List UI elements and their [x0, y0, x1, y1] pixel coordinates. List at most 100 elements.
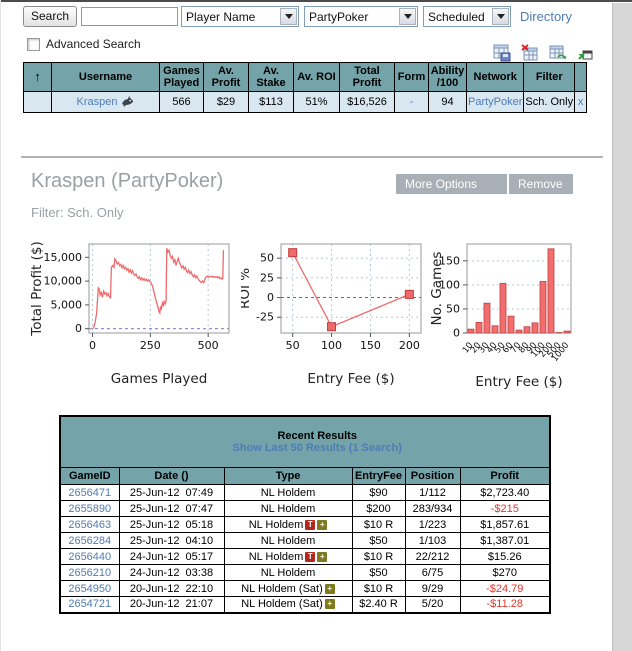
- gameid-cell: 2656440: [59, 548, 120, 565]
- svg-text:0: 0: [453, 327, 460, 340]
- recent-result-row: 2654950 20-Jun-12 22:10 NL Holdem (Sat) +…: [59, 580, 551, 597]
- more-options-button[interactable]: More Options: [396, 174, 507, 194]
- recent-result-row: 2656210 24-Jun-12 03:38 NL Holdem $50 6/…: [59, 564, 551, 581]
- network-cell: PartyPoker: [465, 91, 525, 113]
- top-border: [1, 0, 632, 2]
- search-button[interactable]: Search: [23, 6, 77, 27]
- gameid-link[interactable]: 2656210: [68, 566, 112, 579]
- av-stake-value: $113: [248, 91, 294, 113]
- save-table-icon[interactable]: [493, 44, 511, 62]
- col-form[interactable]: Form: [394, 62, 429, 92]
- type-cell: NL Holdem: [223, 484, 353, 501]
- svg-text:5,000: 5,000: [51, 298, 83, 311]
- recent-results-header-row: GameID Date () Type EntryFee Position Pr…: [59, 467, 551, 485]
- network-link[interactable]: PartyPoker: [468, 96, 523, 108]
- col-filter[interactable]: Filter: [523, 62, 576, 92]
- svg-text:500: 500: [198, 339, 219, 352]
- ability-value: 94: [428, 91, 467, 113]
- chevron-down-icon[interactable]: [492, 8, 509, 25]
- gameid-link[interactable]: 2656463: [68, 518, 112, 531]
- network-select[interactable]: PartyPoker: [304, 6, 418, 27]
- popout-icon[interactable]: [578, 47, 593, 61]
- recent-result-row: 2656284 25-Jun-12 04:10 NL Holdem $50 1/…: [59, 532, 551, 549]
- gameid-link[interactable]: 2654721: [68, 598, 112, 611]
- game-type: NL Holdem: [260, 566, 316, 579]
- form-link[interactable]: -: [409, 96, 414, 108]
- game-type: NL Holdem: [260, 534, 316, 547]
- svg-text:200: 200: [399, 339, 420, 352]
- col-av-roi[interactable]: Av. ROI: [293, 62, 340, 92]
- svg-text:10,000: 10,000: [44, 275, 83, 288]
- username-link[interactable]: Kraspen: [76, 96, 118, 108]
- col-username[interactable]: Username: [51, 62, 160, 92]
- svg-text:0: 0: [89, 339, 96, 352]
- position-cell: 1/103: [404, 532, 461, 549]
- gameid-link[interactable]: 2656471: [68, 486, 112, 499]
- game-type: NL Holdem (Sat): [241, 582, 323, 595]
- col-games-played[interactable]: Games Played: [159, 62, 204, 92]
- gameid-cell: 2656471: [59, 484, 120, 501]
- remove-row-link[interactable]: x: [577, 96, 584, 108]
- bar-200: [547, 248, 555, 334]
- svg-text:50: 50: [446, 302, 460, 315]
- chevron-down-icon[interactable]: [280, 8, 297, 25]
- bar-100: [539, 281, 547, 334]
- type-cell: NL Holdem: [223, 532, 353, 549]
- search-category-select[interactable]: Player Name: [181, 6, 299, 27]
- gameid-link[interactable]: 2654950: [68, 582, 112, 595]
- position-cell: 1/112: [404, 484, 461, 501]
- entryfee-cell: $2.40 R: [351, 596, 406, 613]
- col-profit: Profit: [459, 467, 551, 485]
- search-input[interactable]: [81, 7, 178, 26]
- chevron-down-icon[interactable]: [399, 8, 416, 25]
- form-cell: -: [394, 91, 429, 113]
- refresh-table-icon[interactable]: [549, 44, 568, 62]
- bar-1000: [563, 330, 571, 334]
- advanced-search-checkbox[interactable]: [27, 38, 40, 51]
- svg-text:Entry Fee ($): Entry Fee ($): [475, 374, 562, 390]
- col-date: Date (): [118, 467, 225, 485]
- date-cell: 20-Jun-12 21:07: [118, 596, 225, 613]
- data-point-marker: [404, 289, 414, 299]
- gameid-link[interactable]: 2655890: [68, 502, 112, 515]
- col-ability[interactable]: Ability /100: [428, 62, 467, 92]
- gameid-cell: 2656284: [59, 532, 120, 549]
- scrollbar-track[interactable]: [612, 3, 632, 651]
- position-cell: 9/29: [404, 580, 461, 597]
- date-cell: 25-Jun-12 07:47: [118, 500, 225, 517]
- bar-60: [507, 315, 515, 334]
- entryfee-cell: $10 R: [351, 516, 406, 533]
- game-type: NL Holdem: [248, 518, 304, 531]
- player-result-row: Kraspen 566 $29 $113 51% $16,526 - 94 Pa…: [23, 91, 588, 113]
- svg-text:100: 100: [439, 278, 460, 291]
- bonus-icon: +: [317, 519, 328, 530]
- sort-ascending-icon[interactable]: ↑: [34, 68, 41, 84]
- bonus-icon: +: [317, 551, 328, 562]
- section-divider: [21, 156, 603, 158]
- svg-text:Games Played: Games Played: [111, 371, 208, 387]
- recent-results-title-row: Recent Results Show Last 50 Results (1 S…: [59, 415, 551, 468]
- position-cell: 1/223: [404, 516, 461, 533]
- schedule-select[interactable]: Scheduled: [423, 6, 511, 27]
- col-network[interactable]: Network: [465, 62, 525, 92]
- roi-chart: -25 0 25 50 50 100 150 200 Entry Fee ($) ROI %: [237, 236, 431, 396]
- player-title: Kraspen (PartyPoker): [31, 170, 224, 192]
- search-category-value: Player Name: [186, 9, 256, 24]
- data-point-marker: [327, 322, 337, 332]
- entryfee-cell: $90: [351, 484, 406, 501]
- profit-cell: $270: [459, 564, 551, 581]
- col-av-profit[interactable]: Av. Profit: [203, 62, 249, 92]
- gameid-link[interactable]: 2656440: [68, 550, 112, 563]
- directory-link[interactable]: Directory: [520, 9, 573, 24]
- close-table-icon[interactable]: [521, 44, 539, 62]
- remove-button[interactable]: Remove: [509, 174, 573, 194]
- gameid-link[interactable]: 2656284: [68, 534, 112, 547]
- sort-column-header[interactable]: ↑: [23, 62, 52, 92]
- type-cell: NL Holdem: [223, 500, 353, 517]
- col-total-profit[interactable]: Total Profit: [339, 62, 395, 92]
- svg-text:0: 0: [267, 291, 274, 304]
- show-last-50-link[interactable]: Show Last 50 Results (1 Search): [232, 442, 402, 454]
- date-cell: 24-Jun-12 03:38: [118, 564, 225, 581]
- col-av-stake[interactable]: Av. Stake: [248, 62, 294, 92]
